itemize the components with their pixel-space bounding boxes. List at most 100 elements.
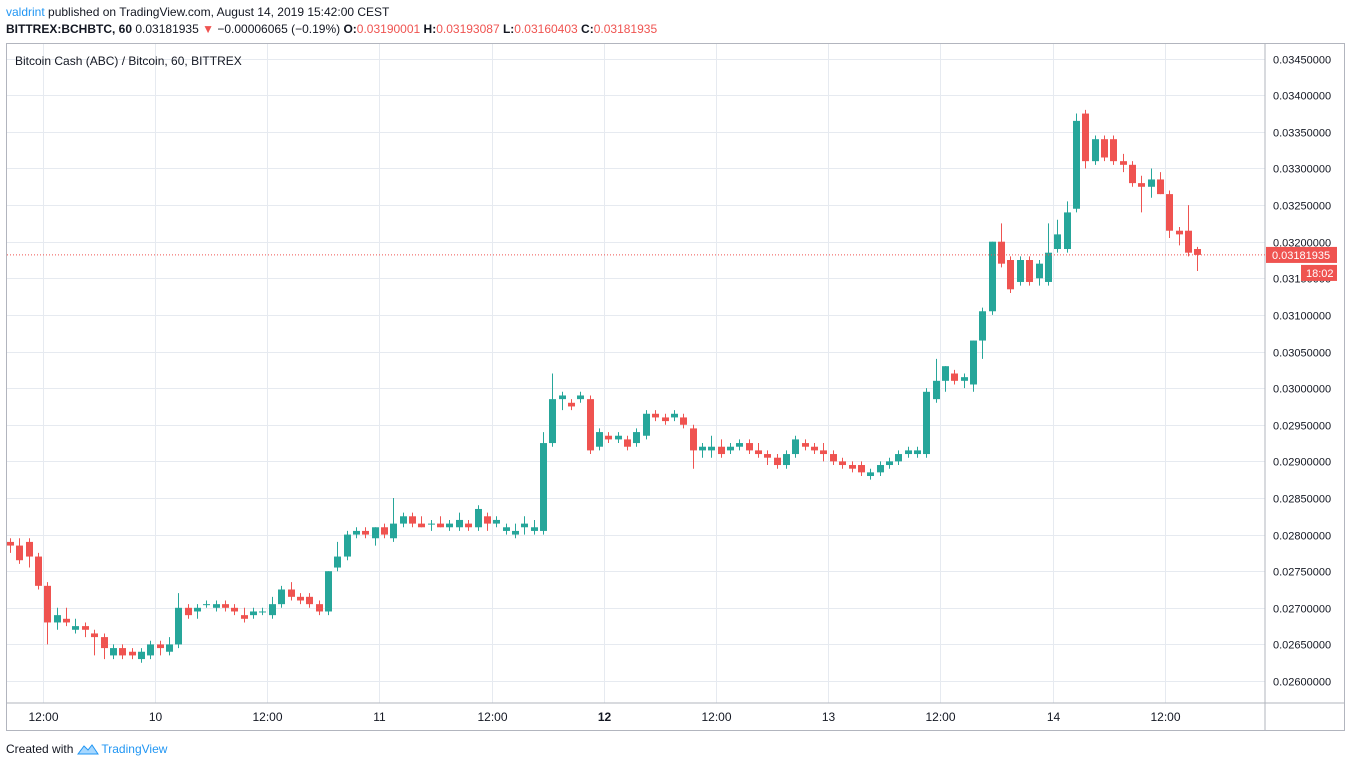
candle-body: [1082, 113, 1089, 162]
candle-body: [213, 604, 220, 608]
created-with-text: Created with: [6, 742, 74, 756]
tradingview-brand[interactable]: TradingView: [77, 742, 167, 756]
last-price-label: 0.03181935: [1272, 250, 1330, 262]
candle: [559, 391, 566, 411]
candle-body: [250, 611, 257, 616]
candle-body: [951, 373, 958, 381]
price-tick-label: 0.03300000: [1273, 164, 1331, 176]
candle: [306, 593, 313, 608]
candle: [138, 648, 145, 663]
candle: [1064, 201, 1071, 253]
candle: [998, 223, 1005, 268]
candle: [540, 432, 547, 535]
last-price-badge: [1266, 246, 1337, 263]
candle: [325, 571, 332, 616]
time-axis: 12:00 10 12:00 11 12:00 12 12:00 13 12:00 14 12:00: [28, 710, 1180, 724]
footer: Created with TradingView: [6, 742, 167, 756]
candle-body: [1194, 249, 1201, 255]
time-tick-label: 13: [822, 710, 836, 724]
author-link[interactable]: valdrint: [6, 5, 45, 19]
candle: [101, 633, 108, 660]
candle: [1185, 205, 1192, 257]
candles: [7, 109, 1201, 663]
candle-body: [409, 516, 416, 524]
candle: [1110, 135, 1117, 165]
candle: [624, 435, 631, 451]
candle-body: [895, 454, 902, 462]
candle: [568, 399, 575, 411]
low-value: 0.03160403: [514, 22, 578, 36]
candle-body: [933, 380, 940, 400]
open-value: 0.03190001: [356, 22, 421, 36]
candle-body: [680, 417, 687, 425]
candle-body: [577, 395, 584, 400]
candle: [1166, 190, 1173, 239]
candle: [147, 640, 154, 660]
candle: [1176, 227, 1183, 246]
candle: [465, 519, 472, 531]
candle: [334, 541, 341, 572]
candle: [549, 373, 556, 447]
candle-body: [1064, 212, 1071, 250]
candle-body: [1166, 194, 1173, 231]
candle-body: [194, 607, 201, 612]
candle: [933, 358, 940, 403]
candle-body: [390, 523, 397, 539]
time-tick-label: 10: [149, 710, 163, 724]
candle: [1007, 256, 1014, 293]
candle: [344, 530, 351, 561]
symbol-label: BITTREX:BCHBTC, 60: [6, 22, 133, 36]
candle-body: [1007, 260, 1014, 290]
chart-frame[interactable]: 0.02600000 0.02650000 0.02700000 0.02750000…: [6, 43, 1345, 731]
candle: [63, 607, 70, 627]
candle-body: [269, 604, 276, 616]
tradingview-brand-text: TradingView: [101, 742, 168, 756]
candle-body: [344, 534, 351, 557]
candle-body: [755, 450, 762, 455]
publisher-line: valdrint published on TradingView.com, A…: [6, 5, 389, 19]
price-tick-label: 0.02850000: [1273, 494, 1331, 506]
candle-body: [316, 604, 323, 612]
candle-body: [334, 556, 341, 568]
price-tick-label: 0.03450000: [1273, 55, 1331, 67]
candle-body: [1026, 260, 1033, 282]
candle: [746, 439, 753, 455]
candle: [970, 340, 977, 392]
candle: [811, 443, 818, 455]
candle: [1101, 135, 1108, 162]
candle-body: [231, 607, 238, 612]
candle-body: [465, 523, 472, 528]
candle: [1129, 161, 1136, 187]
candle-body: [82, 626, 89, 630]
tradingview-logo-icon: [77, 744, 100, 755]
candlestick-chart[interactable]: 0.02600000 0.02650000 0.02700000 0.02750000…: [7, 44, 1344, 730]
candle: [241, 607, 248, 623]
candle-body: [175, 607, 182, 645]
candle-body: [91, 633, 98, 638]
candle-body: [849, 465, 856, 469]
candle-body: [1092, 139, 1099, 162]
price-axis: 0.02600000 0.02650000 0.02700000 0.02750000…: [1273, 55, 1331, 689]
candle: [680, 413, 687, 429]
candle: [1082, 109, 1089, 169]
candle: [577, 391, 584, 403]
time-tick-label: 12:00: [28, 710, 58, 724]
candle-body: [605, 435, 612, 440]
candle-body: [1185, 230, 1192, 253]
candle-body: [353, 530, 360, 535]
candle: [1157, 172, 1164, 195]
candle-body: [961, 377, 968, 381]
ohlc-line: BITTREX:BCHBTC, 60 0.03181935 ▼ −0.00006…: [6, 22, 657, 36]
candle-body: [456, 519, 463, 528]
candle: [269, 596, 276, 619]
price-tick-label: 0.02650000: [1273, 640, 1331, 652]
candle: [362, 527, 369, 539]
candle: [456, 512, 463, 531]
candle: [708, 435, 715, 458]
candle: [250, 607, 257, 619]
candle-body: [484, 516, 491, 524]
candle-body: [905, 450, 912, 455]
candle: [662, 413, 669, 425]
candle: [72, 618, 79, 634]
candle-body: [147, 644, 154, 656]
